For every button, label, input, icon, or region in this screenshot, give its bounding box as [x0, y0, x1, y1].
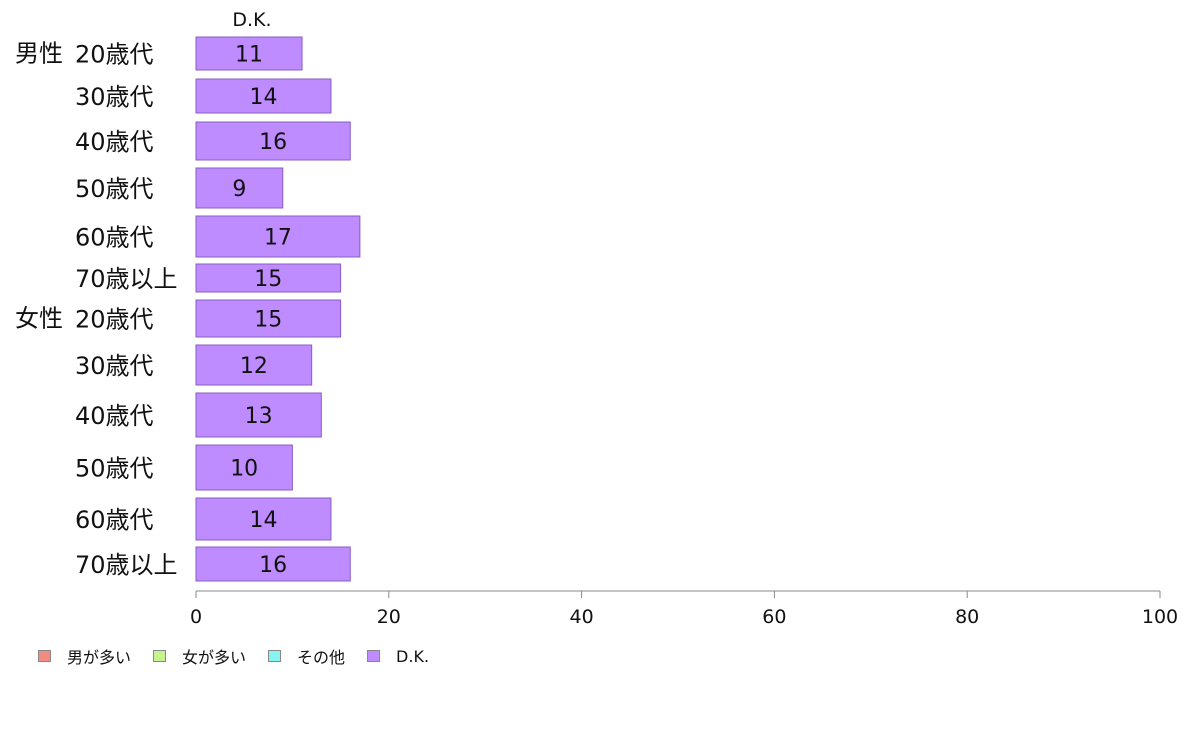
bar-value-label: 10	[230, 457, 258, 482]
bar-value-label: 11	[235, 43, 263, 68]
bar-value-label: 17	[264, 226, 292, 251]
category-label: 70歳以上	[75, 551, 178, 579]
x-tick-label: 0	[190, 606, 202, 628]
bar-value-label: 13	[245, 404, 273, 429]
bar-segment	[195, 497, 332, 541]
bar-value-label: 16	[259, 130, 287, 155]
category-label: 50歳代	[75, 175, 154, 203]
x-tick-label: 100	[1142, 606, 1178, 628]
legend-item: D.K.	[367, 647, 429, 666]
x-tick-label: 80	[955, 606, 979, 628]
bar-segment	[195, 263, 342, 293]
category-label: 30歳代	[75, 352, 154, 380]
category-labels: 20歳代 30歳代 40歳代 50歳代 60歳代 70歳以上 20歳代 30歳代 40歳代 50歳…	[75, 41, 178, 580]
top-series-label: D.K.	[232, 9, 271, 31]
bar-segment	[195, 546, 351, 582]
bar-value-label: 9	[232, 177, 246, 202]
bar-segment	[195, 299, 342, 338]
legend-label: D.K.	[396, 646, 430, 666]
legend-swatch	[367, 650, 381, 662]
bar-segment	[195, 78, 332, 114]
x-tick-label: 60	[762, 606, 786, 628]
bar-value-label: 14	[249, 85, 277, 110]
category-label: 40歳代	[75, 402, 154, 430]
category-label: 60歳代	[75, 224, 154, 252]
legend-swatch	[268, 650, 282, 662]
legend-item: 女が多い	[153, 644, 246, 668]
legend-item: 男が多い	[38, 644, 131, 668]
category-label: 20歳代	[75, 306, 154, 334]
legend-item: その他	[268, 644, 345, 668]
bar-segment	[195, 444, 293, 491]
bar-value-label: 12	[240, 354, 268, 379]
category-label: 20歳代	[75, 41, 154, 69]
bar-value-label: 15	[254, 267, 282, 292]
legend-swatch	[153, 650, 167, 662]
bar-segment	[195, 215, 361, 258]
bar-segment	[195, 36, 303, 71]
bar-value-label: 16	[259, 553, 287, 578]
category-label: 50歳代	[75, 455, 154, 483]
legend-label: 男が多い	[67, 648, 132, 667]
legend-label: その他	[297, 648, 346, 667]
bar-segment	[195, 121, 351, 161]
bar-value-labels: 11 14 16 9 17 15 15 12 13 10 14 16	[230, 43, 292, 579]
bar-segment	[195, 392, 322, 438]
legend-swatch	[38, 650, 51, 662]
category-label: 40歳代	[75, 128, 154, 156]
bar-segment	[195, 344, 313, 386]
group-label: 男性	[15, 40, 63, 68]
category-label: 30歳代	[75, 83, 154, 111]
bar-value-label: 15	[254, 308, 282, 333]
top-label-layer: D.K.	[232, 9, 271, 31]
group-label: 女性	[15, 305, 63, 333]
legend-label: 女が多い	[182, 648, 247, 667]
bar-value-label: 14	[249, 508, 277, 533]
x-axis: 0 20 40 60 80 100	[190, 590, 1178, 628]
bars	[195, 36, 361, 582]
legend: 男が多い 女が多い その他 D.K.	[38, 644, 451, 668]
category-label: 60歳代	[75, 506, 154, 534]
x-tick-label: 20	[377, 606, 401, 628]
x-tick-label: 40	[570, 606, 594, 628]
bar-segment	[195, 167, 284, 209]
category-label: 70歳以上	[75, 265, 178, 293]
